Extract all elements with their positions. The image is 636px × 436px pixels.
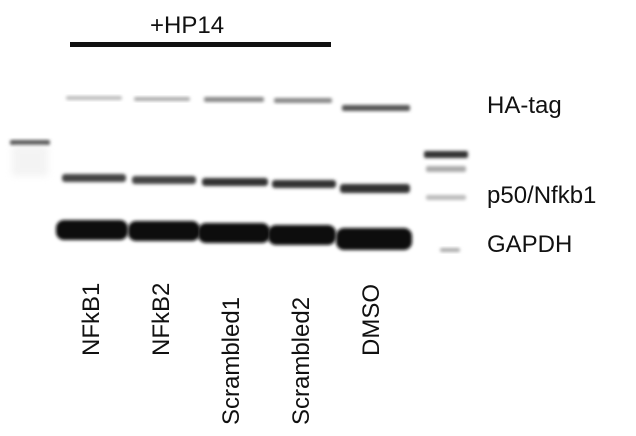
ha-tag-bands xyxy=(66,96,410,111)
gapdh-band-lane-5 xyxy=(336,228,412,250)
gapdh-band-lane-4 xyxy=(268,225,336,245)
treatment-bracket-line xyxy=(70,42,331,47)
ha-band-lane-3 xyxy=(204,97,264,102)
lane-label-5: DMSO xyxy=(358,284,385,356)
gapdh-band-lane-2 xyxy=(128,221,200,241)
lane-label-4: Scrambled2 xyxy=(288,296,315,425)
p50-band-lane-5 xyxy=(340,184,410,193)
gapdh-bands xyxy=(56,220,412,250)
ha-band-lane-5 xyxy=(342,105,410,111)
ha-band-lane-1 xyxy=(66,96,122,100)
band-label-ha-tag: HA-tag xyxy=(487,92,562,119)
lane-label-2: NFkB2 xyxy=(148,282,175,356)
ladder-left xyxy=(10,140,50,176)
p50-band-lane-4 xyxy=(272,180,336,188)
band-label-p50: p50/Nfkb1 xyxy=(487,182,597,209)
band-label-gapdh: GAPDH xyxy=(487,231,573,258)
ha-band-lane-2 xyxy=(134,97,190,101)
p50-band-lane-2 xyxy=(132,176,196,184)
ha-band-lane-4 xyxy=(274,98,332,103)
gapdh-band-lane-1 xyxy=(56,220,128,240)
ladder-right xyxy=(424,151,468,252)
treatment-label: +HP14 xyxy=(150,12,225,39)
p50-bands xyxy=(62,174,410,193)
p50-band-lane-3 xyxy=(202,178,268,186)
p50-band-lane-1 xyxy=(62,174,126,182)
lane-label-1: NFkB1 xyxy=(78,282,105,356)
lane-label-3: Scrambled1 xyxy=(218,296,245,425)
gapdh-band-lane-3 xyxy=(198,223,270,243)
